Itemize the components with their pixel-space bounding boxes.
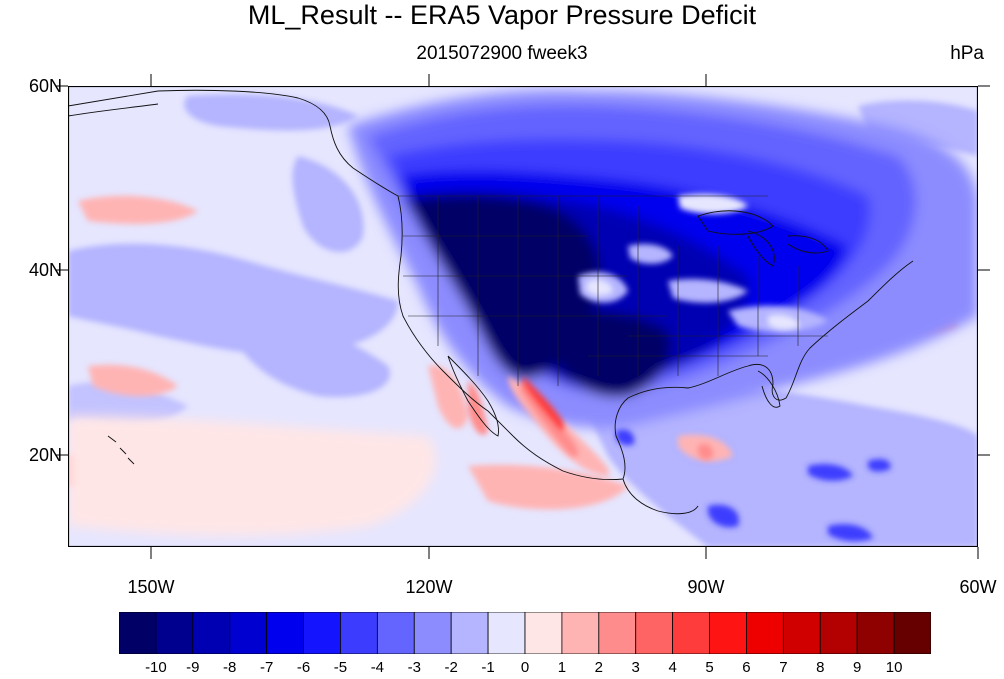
colorbar-swatch (266, 612, 304, 654)
colorbar-tick-label: -3 (407, 659, 421, 676)
colorbar-swatch (524, 612, 563, 654)
colorbar-tick-label: -7 (259, 659, 274, 676)
colorbar-swatch (413, 612, 452, 654)
colorbar-swatch (856, 612, 895, 654)
colorbar-swatch (746, 612, 784, 654)
colorbar-tick-label: 7 (779, 659, 788, 676)
colorbar-tick-label: 0 (520, 659, 530, 676)
colorbar-swatch (561, 612, 600, 654)
colorbar-swatch (672, 612, 710, 654)
continent-neutral-patches (586, 194, 800, 330)
colorbar-tick-label: 9 (853, 659, 862, 676)
colorbar-swatch (119, 612, 157, 654)
colorbar-tick-label: -8 (223, 659, 237, 676)
mexico-positive-anomaly (468, 376, 714, 476)
ocean-negative-patches (68, 94, 978, 547)
vpd-map (68, 86, 978, 547)
lon-label-60w: 60W (959, 577, 997, 597)
lon-label-90w: 90W (687, 577, 725, 597)
units-label: hPa (950, 43, 984, 64)
colorbar-swatch (709, 612, 747, 654)
lon-label-120w: 120W (405, 577, 453, 597)
colorbar-tick-label: -10 (145, 659, 167, 676)
state-borders (398, 195, 828, 386)
lat-label-40n: 40N (28, 260, 62, 280)
lon-label-150w: 150W (127, 577, 175, 597)
map-frame (68, 86, 978, 547)
coastlines (68, 89, 914, 515)
colorbar-tick-label: 4 (668, 659, 677, 676)
colorbar-swatch (782, 612, 821, 654)
colorbar-tick-label: -4 (370, 659, 385, 676)
colorbar-tick-label: 2 (594, 659, 603, 676)
colorbar-tick-label: -2 (444, 659, 458, 676)
colorbar-swatch (229, 612, 268, 654)
colorbar-swatch (376, 612, 415, 654)
colorbar-swatch (819, 612, 858, 654)
colorbar-tick-label: 10 (885, 659, 903, 676)
figure-title: ML_Result -- ERA5 Vapor Pressure Deficit (247, 0, 757, 30)
colorbar-swatch (487, 612, 526, 654)
colorbar (119, 612, 931, 654)
colorbar-swatch (155, 612, 194, 654)
colorbar-tick-label: -9 (186, 659, 200, 676)
colorbar-tick-label: 5 (705, 659, 714, 676)
colorbar-swatch (598, 612, 637, 654)
colorbar-tick-label: -6 (296, 659, 311, 676)
colorbar-tick-label: 3 (631, 659, 640, 676)
figure-subtitle: 2015072900 fweek3 (416, 43, 588, 64)
colorbar-swatch (635, 612, 674, 654)
colorbar-swatch (303, 612, 341, 654)
colorbar-tick-label: -5 (333, 659, 348, 676)
colorbar-tick-label: 6 (742, 659, 751, 676)
colorbar-swatch (340, 612, 378, 654)
colorbar-swatch (893, 612, 931, 654)
colorbar-swatch (450, 612, 489, 654)
lat-label-60n: 60N (28, 76, 62, 96)
caribbean-negative-patches (616, 429, 891, 542)
colorbar-tick-label: 8 (816, 659, 825, 676)
lat-label-20n: 20N (28, 445, 62, 465)
colorbar-swatch (192, 612, 231, 654)
colorbar-tick-label: 1 (557, 659, 567, 676)
colorbar-tick-label: -1 (481, 659, 495, 676)
